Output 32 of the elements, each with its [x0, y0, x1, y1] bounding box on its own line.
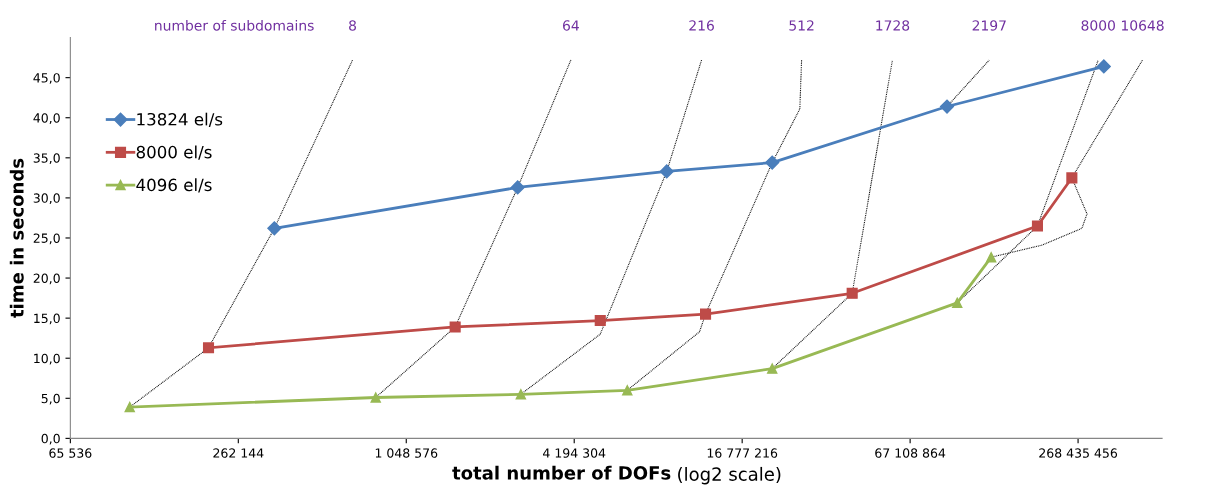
text: 8: [349, 20, 357, 31]
text: (log2 scale): [678, 466, 781, 485]
legend-label: 13824 el/s: [137, 112, 223, 127]
y-tick-label: 10,0: [34, 353, 60, 365]
text: 512: [789, 20, 814, 31]
y-tick-label: 25,0: [33, 233, 60, 245]
text: 64: [563, 20, 579, 31]
legend-label: 8000 el/s: [136, 145, 212, 160]
y-tick-label: 45,0: [33, 73, 60, 84]
y-tick-label: 40,0: [33, 113, 60, 124]
x-tick-label: 268 435 456: [1039, 448, 1118, 458]
y-axis-title: time in seconds: [9, 158, 24, 318]
text: 2197: [972, 20, 1006, 31]
x-tick-label: 1 048 576: [375, 448, 438, 458]
y-tick-label: 30,0: [33, 193, 60, 205]
y-tick-label: 35,0: [33, 153, 60, 165]
text: 1728: [876, 20, 910, 31]
x-tick-label: 262 144: [213, 448, 264, 458]
text: 8000: [1081, 20, 1115, 31]
text: 10648: [1121, 20, 1164, 31]
x-tick-label: 65 536: [49, 448, 92, 458]
x-tick-label: 4 194 304: [543, 448, 606, 458]
x-tick-label: 67 108 864: [875, 448, 946, 458]
legend-label: 4096 el/s: [136, 178, 212, 193]
y-tick-label: 15,0: [34, 313, 60, 325]
y-tick-label: 5,0: [41, 393, 60, 405]
text: number of subdomains: [155, 19, 314, 31]
text: 216: [689, 20, 714, 31]
x-tick-label: 16 777 216: [707, 448, 778, 458]
y-tick-label: 20,0: [33, 273, 60, 285]
x-axis-title: total number of DOFs: [452, 465, 671, 480]
y-tick-label: 0,0: [41, 433, 60, 445]
